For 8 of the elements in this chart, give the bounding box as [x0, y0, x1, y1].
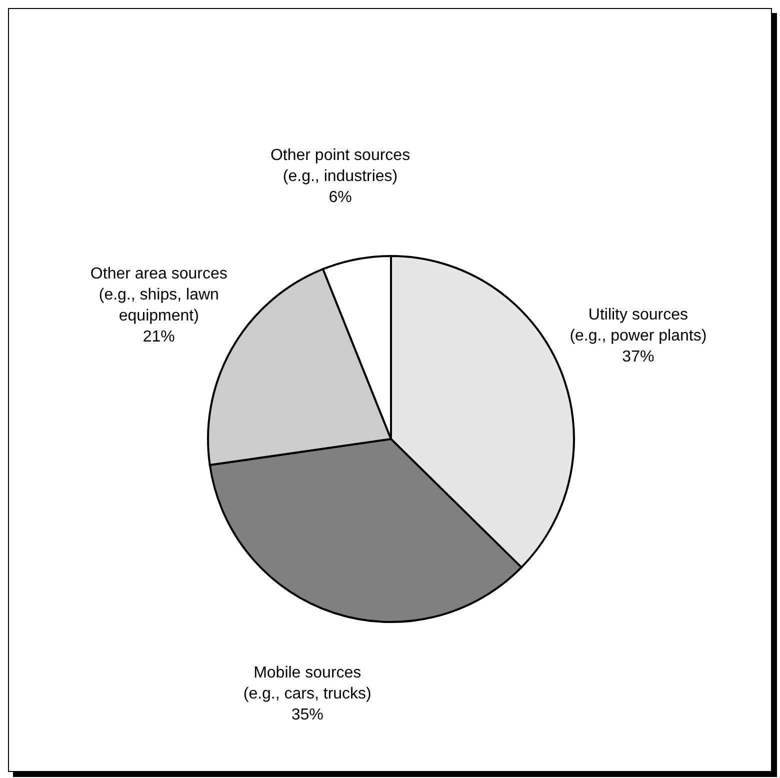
data-label: 6%: [328, 188, 352, 206]
slice-label: Other point sources (e.g., industries): [270, 146, 410, 184]
data-label: 37%: [622, 348, 654, 365]
data-label: 35%: [291, 706, 324, 724]
slice-label: Mobile sources (e.g., cars, trucks): [243, 664, 372, 702]
data-label: 21%: [142, 328, 175, 345]
slice-label: Utility sources (e.g., power plants): [570, 306, 707, 344]
slice-label: Other area sources (e.g., ships, lawn equipment): [90, 265, 228, 324]
